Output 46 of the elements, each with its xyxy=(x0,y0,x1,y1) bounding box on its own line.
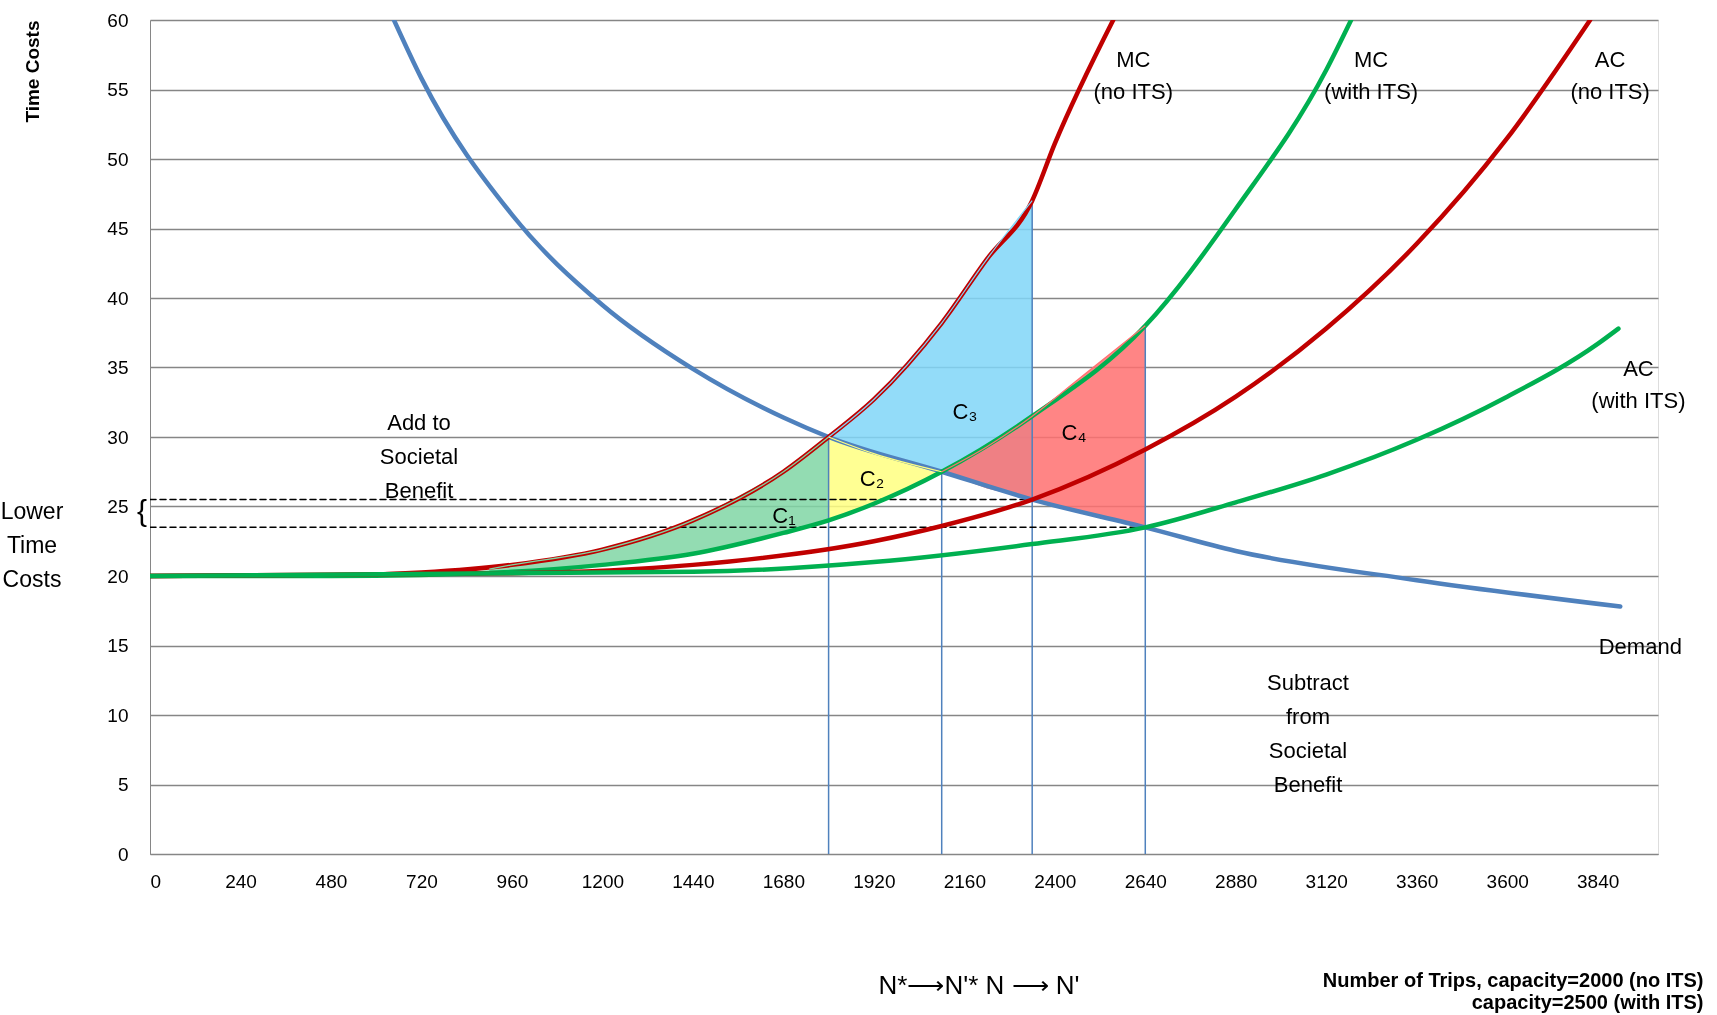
x-tick-label: 1440 xyxy=(672,870,715,892)
annotation: C₂ xyxy=(859,466,885,491)
x-tick-label: 2640 xyxy=(1124,870,1167,892)
y-tick-label: 15 xyxy=(107,635,129,656)
y-tick-label: 45 xyxy=(107,218,129,239)
y-tick-label: 40 xyxy=(107,287,129,309)
series-label: AC (with ITS) xyxy=(1591,355,1686,413)
x-tick-label: 1680 xyxy=(762,870,805,892)
x-tick-label: 3120 xyxy=(1305,870,1348,892)
annotation: C₁ xyxy=(772,503,796,528)
y-tick-label: 0 xyxy=(117,843,129,865)
x-tick-label: 240 xyxy=(225,870,257,892)
x-axis-title: Number of Trips, capacity=2000 (no ITS) capacity=2500 (with ITS) xyxy=(1322,968,1704,1013)
x-tick-label: 2400 xyxy=(1034,870,1077,892)
y-tick-label: 55 xyxy=(107,79,129,100)
y-tick-label: 10 xyxy=(107,704,129,726)
y-axis-title: Time Costs xyxy=(21,20,43,123)
x-tick-label: 2880 xyxy=(1215,870,1258,892)
y-tick-label: 30 xyxy=(107,426,129,448)
series-label: Demand xyxy=(1598,633,1682,659)
series-label: MC (with ITS) xyxy=(1324,47,1419,104)
series-label: AC (no ITS) xyxy=(1570,47,1650,104)
y-tick-label: 35 xyxy=(107,357,129,378)
y-tick-label: 60 xyxy=(107,9,129,31)
y-tick-label: 25 xyxy=(107,496,129,517)
x-tick-label: 3600 xyxy=(1486,870,1529,892)
x-tick-label: 2160 xyxy=(943,870,986,892)
x-tick-label: 3360 xyxy=(1396,870,1439,892)
annotation: Subtract from Societal Benefit xyxy=(1267,670,1349,797)
y-tick-label: 20 xyxy=(107,565,129,587)
annotation: C₄ xyxy=(1061,420,1087,445)
x-tick-label: 0 xyxy=(150,870,162,892)
x-tick-label: 3840 xyxy=(1577,870,1620,892)
annotation: Add to Societal Benefit xyxy=(379,410,459,503)
annotation: C₃ xyxy=(952,399,978,424)
x-tick-label: 1200 xyxy=(581,870,625,892)
x-tick-label: 960 xyxy=(496,870,529,892)
text: { xyxy=(136,494,148,528)
text: N*⟶N'* N ⟶ N' xyxy=(878,970,1080,1000)
series-label: MC (no ITS) xyxy=(1093,47,1173,104)
text: Lower Time Costs xyxy=(0,498,64,593)
x-tick-label: 480 xyxy=(315,870,348,892)
y-tick-label: 5 xyxy=(117,774,129,795)
y-tick-label: 50 xyxy=(107,148,129,170)
x-tick-label: 1920 xyxy=(853,870,896,892)
x-tick-label: 720 xyxy=(406,870,438,892)
